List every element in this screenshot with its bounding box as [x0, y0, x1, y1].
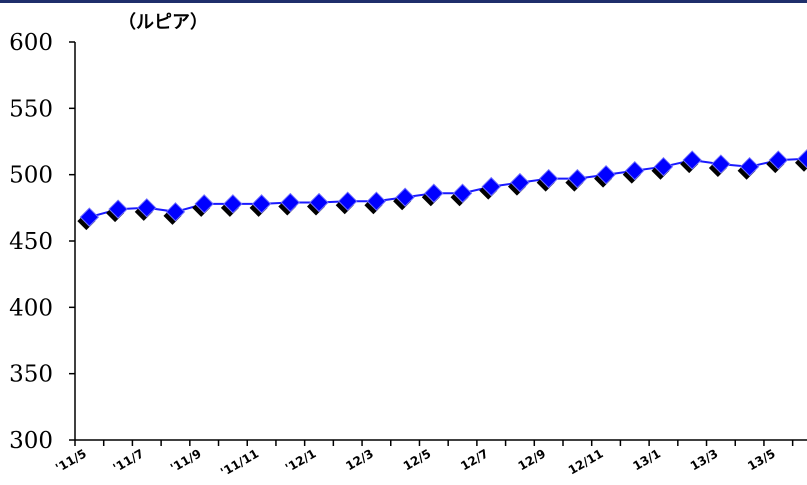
y-tick-label: 300 [9, 428, 53, 454]
data-point [251, 194, 272, 214]
data-point [510, 172, 530, 193]
data-point [538, 168, 559, 189]
data-point [395, 187, 415, 207]
axes [74, 42, 807, 441]
data-point [625, 160, 645, 181]
data-point [337, 191, 358, 211]
data-point [280, 192, 301, 213]
x-tick-label: 12/3 [343, 446, 375, 473]
data-point [797, 149, 807, 169]
x-tick-label: 12/11 [566, 446, 606, 477]
data-point [682, 150, 702, 170]
y-ticks: 300 350 400 450 500 550 600 [9, 30, 75, 454]
data-point [108, 199, 128, 219]
x-tick-label: '12/1 [283, 446, 319, 475]
data-point [223, 194, 243, 214]
x-tick-label: '11/11 [218, 446, 261, 479]
data-point [137, 198, 157, 218]
data-point [366, 191, 387, 211]
data-point [711, 154, 731, 174]
markers [77, 149, 807, 231]
y-tick-label: 500 [9, 163, 53, 189]
data-point [309, 192, 329, 213]
data-point [596, 164, 616, 185]
x-tick-label: 12/9 [516, 446, 548, 473]
data-point [194, 194, 214, 214]
y-unit-label: （ルピア） [118, 12, 208, 33]
x-ticks: '11/5 '11/7 '11/9 '11/11 '12/1 12/3 12/5 12/7 12… [53, 440, 794, 479]
data-point [481, 176, 501, 197]
data-point [739, 156, 760, 177]
x-tick-label: 13/5 [745, 446, 777, 473]
y-tick-label: 400 [9, 295, 53, 321]
y-tick-label: 450 [9, 229, 53, 255]
y-tick-label: 550 [9, 96, 53, 122]
y-tick-label: 600 [9, 30, 53, 56]
x-tick-label: 13/3 [688, 446, 720, 473]
x-tick-label: '11/9 [168, 446, 204, 475]
x-tick-label: 13/1 [630, 446, 662, 473]
data-point [165, 202, 186, 222]
data-point [768, 150, 789, 170]
x-tick-label: '11/7 [111, 446, 147, 475]
y-tick-label: 350 [9, 362, 53, 388]
x-tick-label: '11/5 [53, 446, 89, 475]
data-point [424, 183, 444, 203]
data-point [452, 183, 473, 203]
data-point [653, 156, 674, 177]
data-point [567, 168, 588, 189]
data-point [79, 207, 100, 227]
top-border [0, 0, 807, 3]
x-tick-label: 12/5 [401, 446, 433, 473]
x-tick-label: 12/7 [458, 446, 490, 473]
